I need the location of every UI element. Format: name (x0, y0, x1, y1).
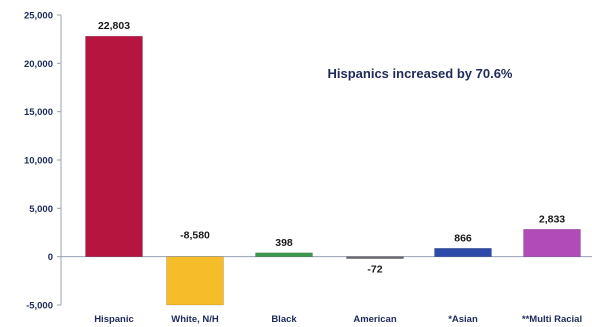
y-tick-label: 0 (48, 252, 53, 263)
bar-black (255, 252, 313, 257)
bar-asian (434, 248, 492, 257)
data-label: 22,803 (98, 20, 130, 32)
y-tick-label: 25,000 (24, 11, 53, 22)
category-label: White, N/H (171, 314, 219, 325)
y-tick-label: -5,000 (26, 301, 53, 312)
bars-group (85, 35, 581, 306)
y-tick-label: 20,000 (24, 59, 53, 70)
category-label: American (353, 314, 396, 325)
bar-hispanic (85, 35, 143, 257)
data-labels: 22,803 -8,580 398 -72 866 2,833 (98, 20, 565, 275)
category-label: Black (271, 314, 297, 325)
y-axis: -5,000 0 5,000 10,000 15,000 20,000 25,000 (24, 11, 592, 312)
y-tick-label: 10,000 (24, 156, 53, 167)
category-label: *Asian (448, 314, 478, 325)
data-label: 2,833 (539, 213, 565, 225)
data-label: -72 (367, 264, 382, 276)
data-label: 398 (275, 237, 293, 249)
bar-american (346, 256, 404, 259)
chart-annotation: Hispanics increased by 70.6% (328, 66, 513, 81)
category-label: Hispanic (94, 314, 134, 325)
data-label: -8,580 (180, 230, 210, 242)
category-label: **Multi Racial (522, 314, 582, 325)
y-tick-label: 5,000 (29, 204, 53, 215)
y-tick-label: 15,000 (24, 107, 53, 118)
bar-multi-racial (523, 229, 581, 257)
bar-white-n-h (166, 256, 224, 306)
data-label: 866 (454, 232, 472, 244)
category-labels: Hispanic White, N/H Black American *Asian **M… (94, 314, 582, 325)
